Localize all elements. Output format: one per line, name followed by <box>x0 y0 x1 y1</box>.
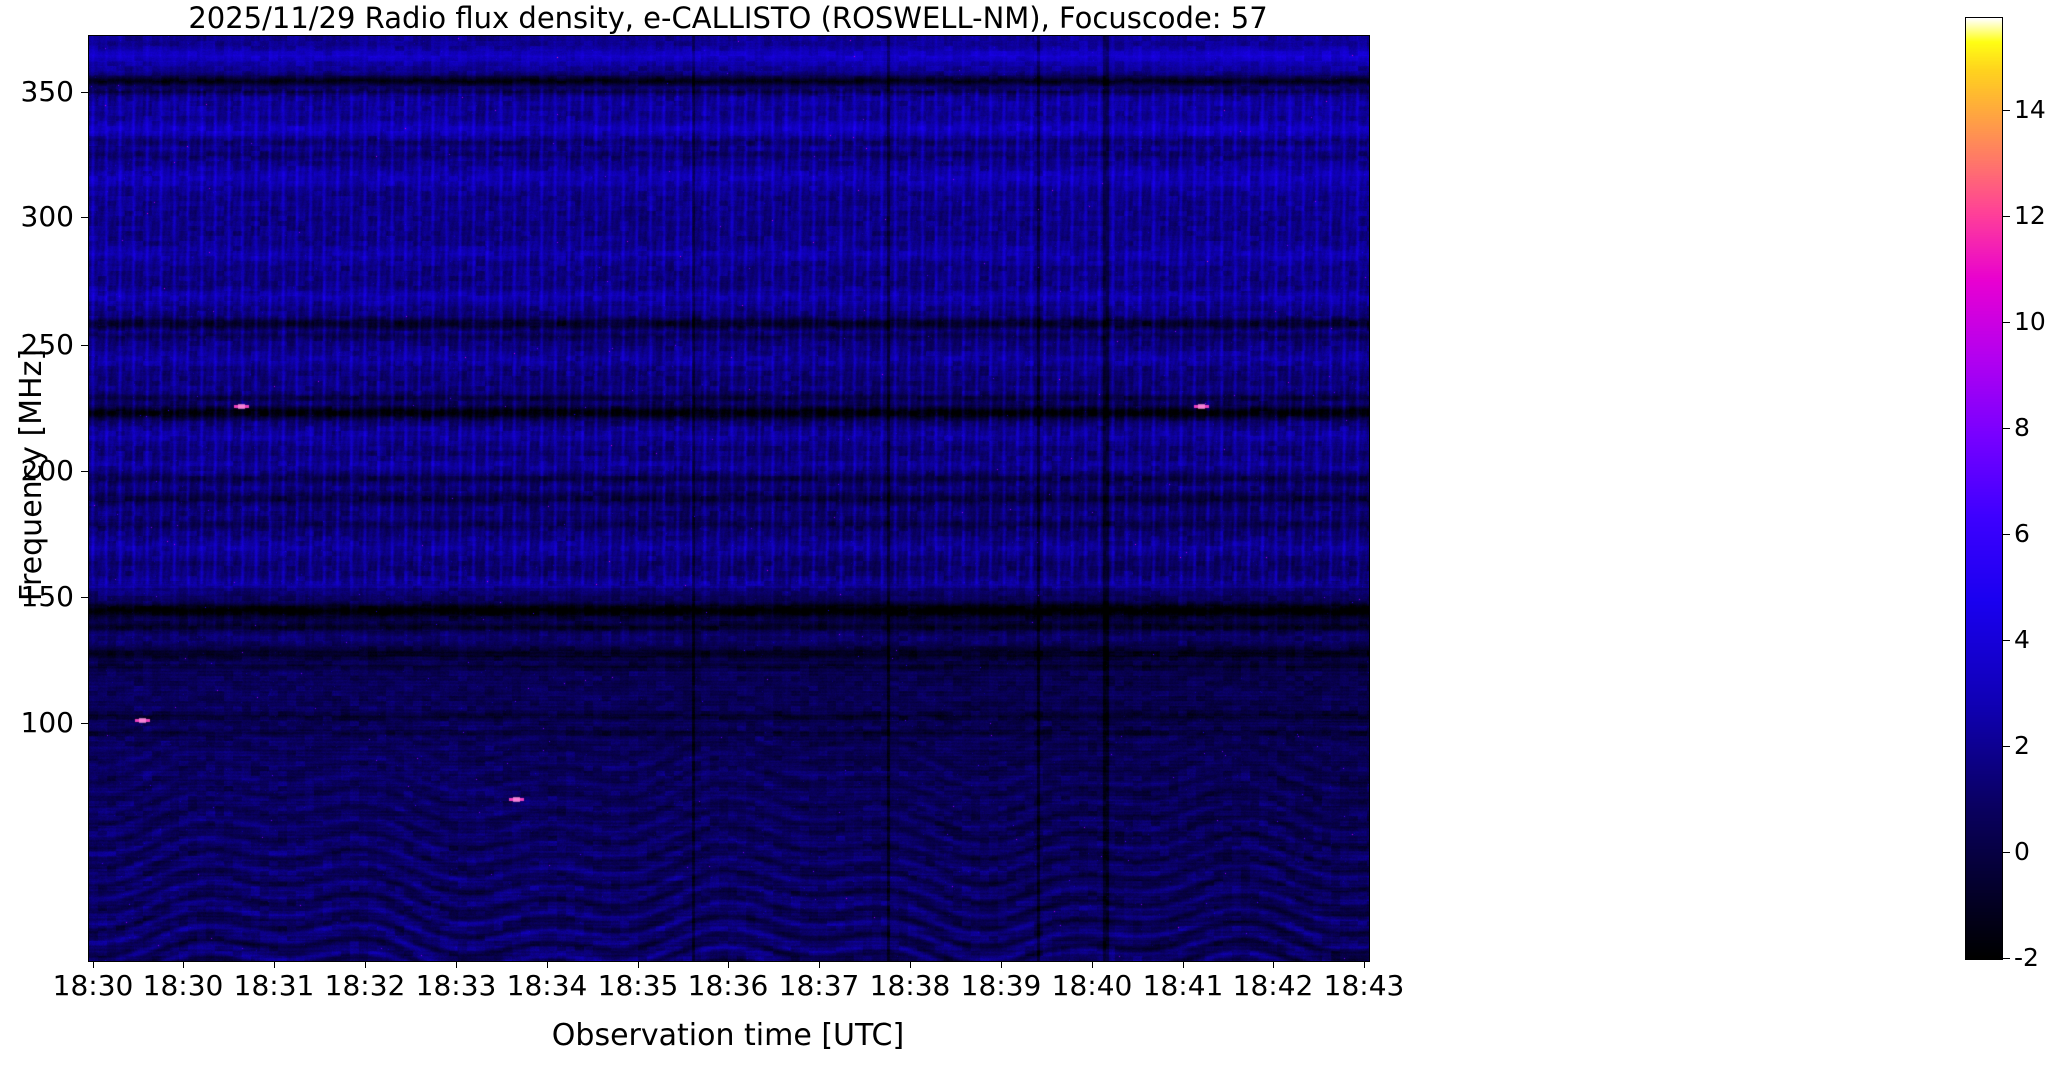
colorbar <box>1965 17 2003 960</box>
colorbar-tick-label: 6 <box>2014 519 2030 548</box>
x-tick-label: 18:41 <box>1142 969 1224 1002</box>
colorbar-tick-mark <box>2003 322 2010 323</box>
x-tick-mark <box>1183 961 1184 968</box>
y-tick-label: 100 <box>20 706 74 739</box>
y-tick-label: 300 <box>20 200 74 233</box>
x-tick-label: 18:33 <box>415 969 497 1002</box>
x-tick-label: 18:43 <box>1323 969 1405 1002</box>
x-tick-mark <box>1092 961 1093 968</box>
x-tick-label: 18:35 <box>597 969 679 1002</box>
x-tick-label: 18:30 <box>142 969 224 1002</box>
colorbar-tick-label: 0 <box>2014 837 2030 866</box>
y-tick-mark <box>81 345 88 346</box>
colorbar-tick-mark <box>2003 640 2010 641</box>
x-tick-label: 18:34 <box>506 969 588 1002</box>
x-tick-mark <box>274 961 275 968</box>
colorbar-tick-label: 12 <box>2014 201 2046 230</box>
x-tick-mark <box>93 961 94 968</box>
x-tick-label: 18:38 <box>869 969 951 1002</box>
y-tick-mark <box>81 723 88 724</box>
y-tick-label: 350 <box>20 75 74 108</box>
x-axis-label: Observation time [UTC] <box>551 1018 905 1053</box>
colorbar-tick-label: 10 <box>2014 307 2046 336</box>
x-tick-mark <box>365 961 366 968</box>
colorbar-tick-label: 8 <box>2014 413 2030 442</box>
colorbar-tick-label: 2 <box>2014 731 2030 760</box>
y-tick-mark <box>81 217 88 218</box>
chart-title: 2025/11/29 Radio flux density, e-CALLIST… <box>188 1 1268 35</box>
x-tick-mark <box>547 961 548 968</box>
colorbar-tick-mark <box>2003 216 2010 217</box>
colorbar-tick-mark <box>2003 428 2010 429</box>
x-tick-mark <box>910 961 911 968</box>
colorbar-gradient <box>1966 18 2002 959</box>
spectrogram-image <box>89 36 1369 961</box>
colorbar-tick-mark <box>2003 958 2010 959</box>
x-tick-mark <box>1273 961 1274 968</box>
x-tick-label: 18:42 <box>1232 969 1314 1002</box>
x-tick-label: 18:31 <box>233 969 315 1002</box>
x-tick-label: 18:36 <box>687 969 769 1002</box>
x-tick-mark <box>456 961 457 968</box>
x-tick-mark <box>819 961 820 968</box>
x-tick-mark <box>183 961 184 968</box>
colorbar-tick-label: -2 <box>2014 943 2039 972</box>
x-tick-mark <box>1001 961 1002 968</box>
y-tick-label: 200 <box>20 454 74 487</box>
x-tick-label: 18:40 <box>1051 969 1133 1002</box>
y-tick-label: 250 <box>20 328 74 361</box>
x-tick-mark <box>728 961 729 968</box>
colorbar-tick-label: 14 <box>2014 95 2046 124</box>
colorbar-tick-mark <box>2003 852 2010 853</box>
x-tick-label: 18:37 <box>778 969 860 1002</box>
y-tick-mark <box>81 92 88 93</box>
colorbar-tick-mark <box>2003 746 2010 747</box>
plot-area <box>88 35 1370 962</box>
colorbar-tick-label: 4 <box>2014 625 2030 654</box>
colorbar-tick-mark <box>2003 110 2010 111</box>
y-tick-mark <box>81 471 88 472</box>
y-axis-ticklabels: 350 300 250 200 150 100 <box>0 0 74 1067</box>
colorbar-tick-mark <box>2003 534 2010 535</box>
x-tick-label: 18:39 <box>960 969 1042 1002</box>
x-tick-mark <box>638 961 639 968</box>
y-tick-label: 150 <box>20 580 74 613</box>
x-tick-label: 18:32 <box>324 969 406 1002</box>
x-tick-mark <box>1364 961 1365 968</box>
x-tick-label: 18:30 <box>52 969 134 1002</box>
y-tick-mark <box>81 597 88 598</box>
